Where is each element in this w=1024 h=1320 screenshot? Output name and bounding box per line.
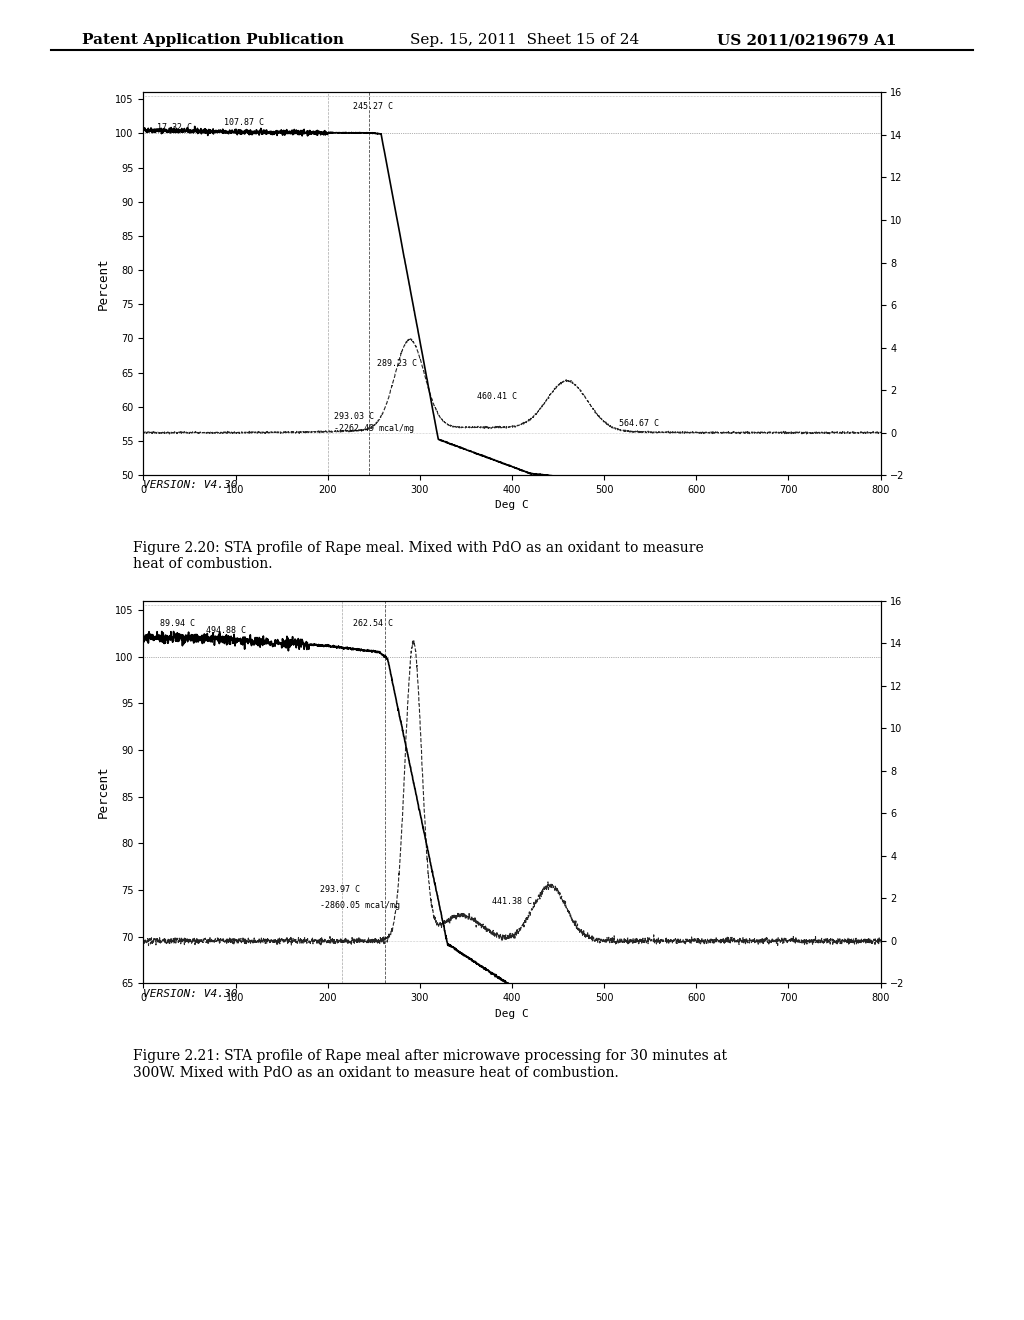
Text: 262.54 C: 262.54 C — [353, 619, 393, 628]
Text: 107.87 C: 107.87 C — [224, 119, 264, 127]
Text: US 2011/0219679 A1: US 2011/0219679 A1 — [717, 33, 896, 48]
X-axis label: Deg C: Deg C — [496, 1008, 528, 1019]
Text: -2262.49 mcal/mg: -2262.49 mcal/mg — [334, 424, 414, 433]
Text: -2860.05 mcal/mg: -2860.05 mcal/mg — [321, 900, 400, 909]
Text: VERSION: V4.30: VERSION: V4.30 — [143, 480, 238, 491]
Text: VERSION: V4.30: VERSION: V4.30 — [143, 989, 238, 999]
Text: 293.03 C: 293.03 C — [334, 412, 374, 421]
Text: Patent Application Publication: Patent Application Publication — [82, 33, 344, 48]
Y-axis label: Percent: Percent — [96, 766, 110, 818]
Text: 245.27 C: 245.27 C — [353, 103, 393, 111]
Text: Sep. 15, 2011  Sheet 15 of 24: Sep. 15, 2011 Sheet 15 of 24 — [410, 33, 639, 48]
Text: 293.97 C: 293.97 C — [321, 884, 360, 894]
Text: 564.67 C: 564.67 C — [618, 418, 658, 428]
Y-axis label: Percent: Percent — [96, 257, 110, 310]
Text: 89.94 C: 89.94 C — [160, 619, 195, 628]
Text: 289.23 C: 289.23 C — [377, 359, 417, 368]
Text: Figure 2.21: STA profile of Rape meal after microwave processing for 30 minutes : Figure 2.21: STA profile of Rape meal af… — [133, 1049, 727, 1080]
Text: 17.32 C: 17.32 C — [158, 123, 193, 132]
X-axis label: Deg C: Deg C — [496, 500, 528, 511]
Text: 494.88 C: 494.88 C — [206, 626, 246, 635]
Text: 441.38 C: 441.38 C — [492, 898, 531, 906]
Text: Figure 2.20: STA profile of Rape meal. Mixed with PdO as an oxidant to measure
h: Figure 2.20: STA profile of Rape meal. M… — [133, 541, 703, 572]
Text: 460.41 C: 460.41 C — [477, 392, 517, 401]
